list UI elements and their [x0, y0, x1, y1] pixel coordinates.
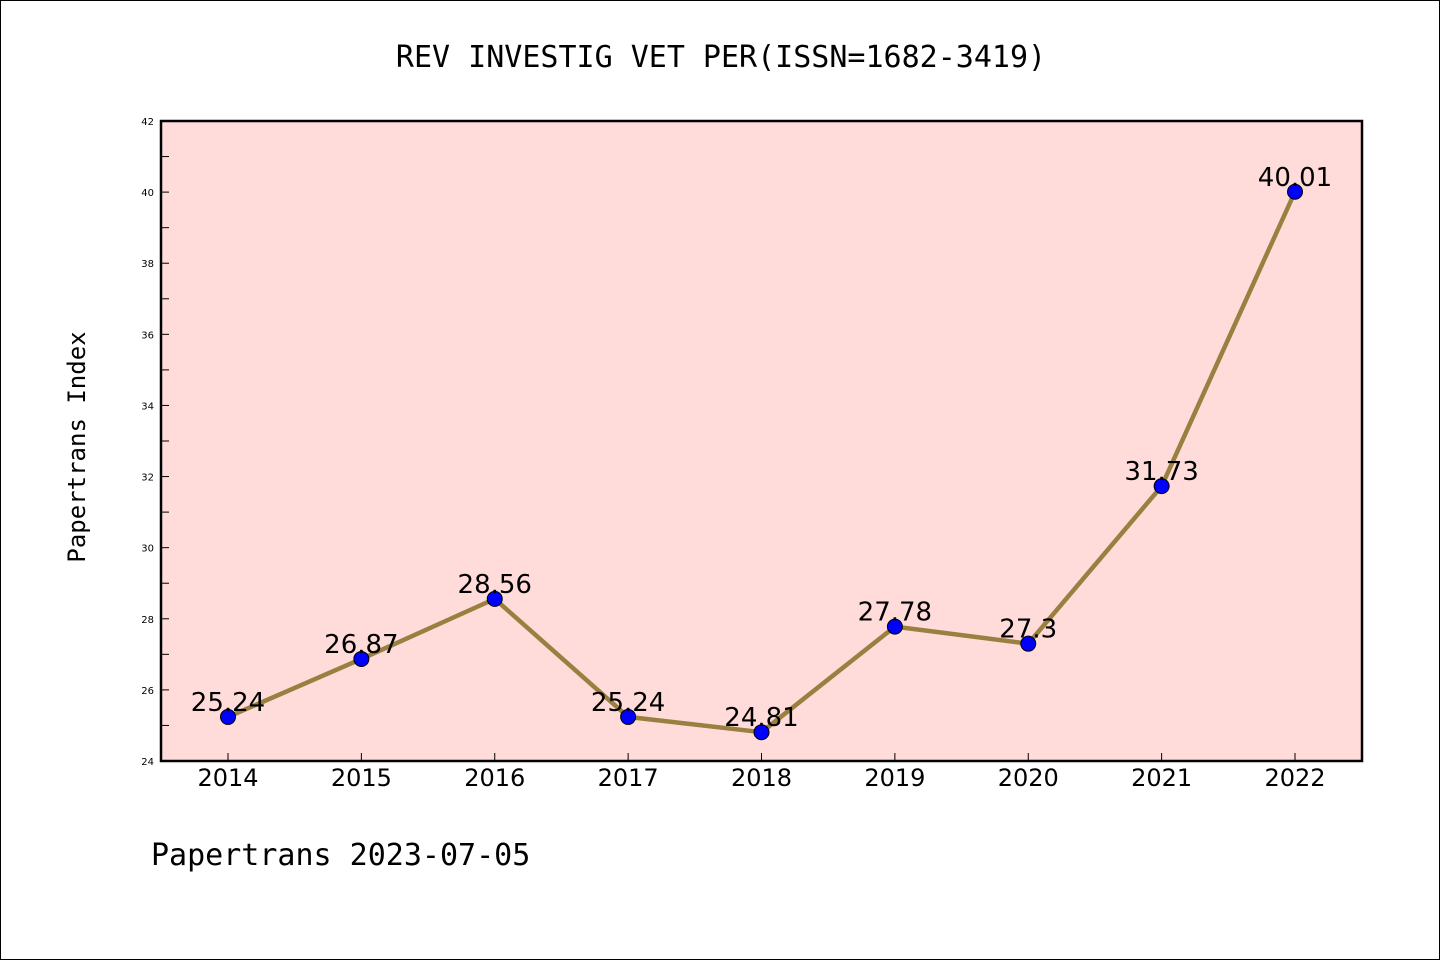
- x-tick-label: 2021: [1131, 764, 1192, 792]
- x-tick-label: 2014: [197, 764, 258, 792]
- data-label: 27.3: [999, 615, 1057, 645]
- data-point: [1287, 183, 1303, 200]
- y-tick-label: 24: [141, 757, 154, 768]
- x-tick-label: 2020: [998, 764, 1059, 792]
- x-tick-label: 2016: [464, 764, 525, 792]
- data-label: 25.24: [591, 688, 665, 718]
- data-point: [353, 650, 370, 667]
- y-tick-label: 32: [141, 473, 154, 484]
- data-point: [620, 708, 637, 725]
- chart-title: REV INVESTIG VET PER(ISSN=1682-3419): [396, 40, 1046, 75]
- y-axis: 24 26 28 30 32 34 36 38 40 42: [141, 117, 169, 768]
- data-label: 25.24: [191, 688, 265, 718]
- y-tick-label: 34: [141, 401, 154, 412]
- data-label: 24.81: [724, 703, 798, 733]
- data-label: 28.56: [458, 570, 532, 600]
- x-tick-label: 2015: [331, 764, 392, 792]
- x-tick-label: 2017: [598, 764, 659, 792]
- x-axis: 2014 2015 2016 2017 2018 2019 2020 2021 2022: [197, 753, 1326, 792]
- y-tick-label: 36: [141, 330, 154, 341]
- data-point: [1153, 478, 1170, 495]
- x-tick-label: 2022: [1264, 764, 1325, 792]
- x-tick-label: 2019: [864, 764, 925, 792]
- y-tick-label: 38: [141, 259, 154, 270]
- y-tick-label: 40: [141, 188, 154, 199]
- data-label: 26.87: [324, 630, 398, 660]
- data-label: 27.78: [858, 598, 932, 628]
- y-axis-label: Papertrans Index: [63, 331, 91, 562]
- footer-text: Papertrans 2023-07-05: [151, 838, 530, 873]
- data-point: [220, 708, 236, 725]
- y-tick-label: 30: [141, 544, 154, 555]
- data-labels: 25.24 26.87 28.56 25.24 24.81 27.78 27.3 31.73 4…: [191, 163, 1332, 733]
- data-point: [1020, 635, 1037, 652]
- data-label: 40.01: [1258, 163, 1332, 193]
- x-tick-label: 2018: [731, 764, 792, 792]
- y-tick-label: 26: [141, 686, 154, 697]
- data-label: 31.73: [1124, 457, 1198, 487]
- data-points: [220, 183, 1303, 741]
- y-tick-label: 28: [141, 615, 154, 626]
- data-point: [486, 590, 503, 607]
- y-tick-label: 42: [141, 117, 154, 128]
- data-point: [753, 724, 770, 741]
- data-point: [886, 618, 903, 635]
